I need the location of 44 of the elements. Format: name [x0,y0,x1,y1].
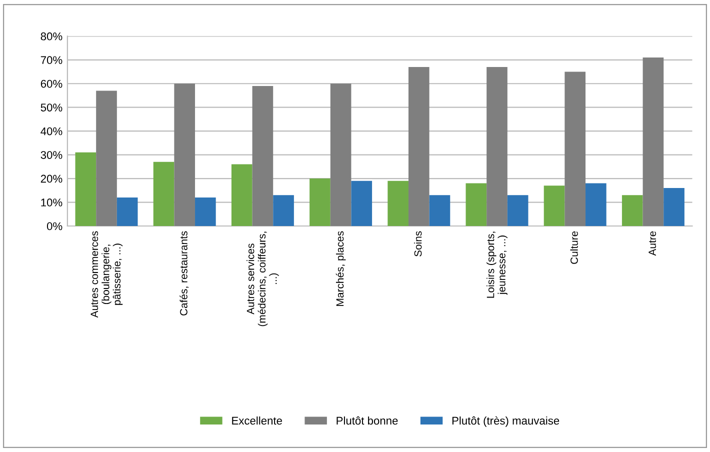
y-tick-label: 50% [40,104,62,112]
y-tick-label: 60% [40,80,62,88]
x-tick-label: Marchés, places [336,231,346,306]
bar [174,84,196,226]
bar [622,195,643,226]
bar [310,178,330,226]
y-tick-label: 20% [40,174,62,183]
bar [507,195,528,226]
x-tick-label: Autres services (médecins, coiffeurs, ...) [246,232,279,326]
bar [195,198,216,226]
x-tick-label: Autres commerces (boulangerie, pâtisserie, ...) [90,231,123,318]
bar [75,152,96,226]
bar [586,183,606,226]
bar [466,183,487,226]
bar [642,58,664,226]
x-tick-label: Autre [648,231,656,256]
bar [388,180,408,226]
bar [429,195,450,226]
x-tick-label: Culture [570,231,578,264]
bar [664,188,684,226]
bar [273,195,294,226]
x-tick-label: Cafés, restaurants [180,231,189,316]
bar [116,198,138,226]
y-tick-label: 70% [40,56,62,64]
bar [351,180,372,226]
y-tick-label: 80% [40,32,62,40]
bar [252,86,274,226]
bar [564,72,586,226]
y-tick-label: 30% [40,151,62,159]
bar [544,186,565,226]
bar [486,67,508,226]
bar [153,162,174,226]
legend-label: Plutôt (très) mauvaise [452,416,560,427]
legend-label: Excellente [232,416,282,425]
bar [408,67,430,226]
bar [96,90,117,226]
legend-label: Plutôt bonne [336,416,398,425]
bar [330,84,352,226]
y-tick-label: 10% [41,198,62,206]
y-tick-label: 40% [40,127,62,136]
bar [231,164,252,226]
y-tick-label: 0% [46,222,62,230]
x-tick-label: Soins [414,231,422,256]
x-tick-label: Loisirs (sports, jeunesse, ...) [486,232,508,298]
